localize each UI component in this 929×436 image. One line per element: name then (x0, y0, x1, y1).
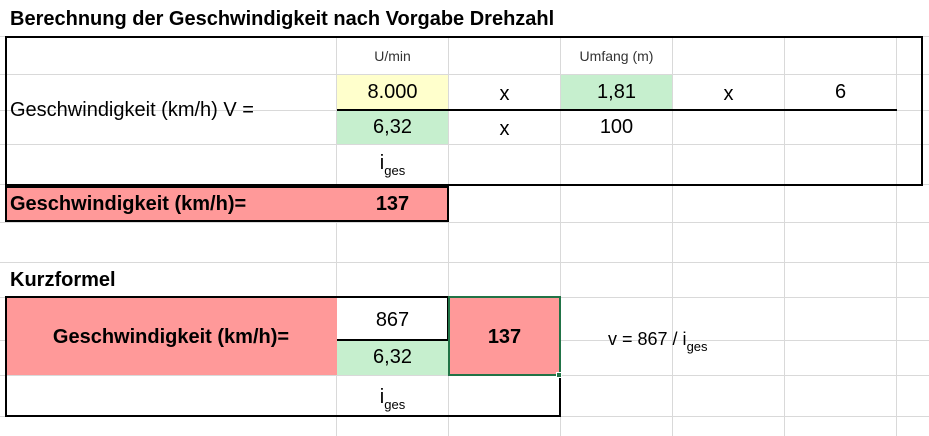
factor-value: 6 (834, 81, 847, 103)
short-formula-label-cell (5, 297, 337, 375)
short-result-label: Geschwindigkeit (km/h)= (52, 326, 290, 348)
circumference-cell[interactable] (561, 75, 672, 110)
divisor-value: 100 (599, 116, 634, 138)
section2-title: Kurzformel (10, 269, 116, 291)
short-ratio-symbol: iges (379, 386, 406, 412)
rpm-value: 8.000 (367, 81, 418, 103)
rpm-cell[interactable] (337, 75, 448, 110)
formula-box (5, 36, 923, 186)
ratio-symbol: iges (379, 152, 406, 178)
short-ratio-cell[interactable] (337, 340, 448, 375)
short-formula-text: v = 867 / iges (608, 329, 708, 354)
short-fraction-line (337, 339, 449, 341)
unit-circumference-label: Umfang (m) (579, 48, 654, 64)
bottom-border (5, 415, 561, 417)
short-denominator: 6,32 (373, 346, 412, 368)
multiply-sign: x (723, 83, 734, 105)
result-row (5, 186, 449, 222)
formula-label: Geschwindigkeit (km/h) V = (10, 99, 254, 121)
section1-title: Berechnung der Geschwindigkeit nach Vorg… (10, 8, 555, 30)
unit-rpm-label: U/min (374, 48, 411, 64)
fraction-line (337, 109, 897, 111)
short-result-value: 137 (487, 326, 522, 348)
result-label: Geschwindigkeit (km/h)= (10, 193, 247, 215)
multiply-sign: x (499, 118, 510, 140)
multiply-sign: x (499, 83, 510, 105)
selected-cell-outline (448, 296, 561, 376)
ratio-value: 6,32 (373, 116, 412, 138)
circumference-value: 1,81 (597, 81, 636, 103)
fill-handle[interactable] (556, 372, 562, 378)
left-border (5, 296, 7, 417)
ratio-cell[interactable] (337, 111, 448, 144)
short-numerator: 867 (375, 309, 410, 331)
result-value[interactable]: 137 (375, 193, 410, 215)
short-result-cell[interactable] (449, 297, 560, 375)
top-border (5, 296, 561, 298)
